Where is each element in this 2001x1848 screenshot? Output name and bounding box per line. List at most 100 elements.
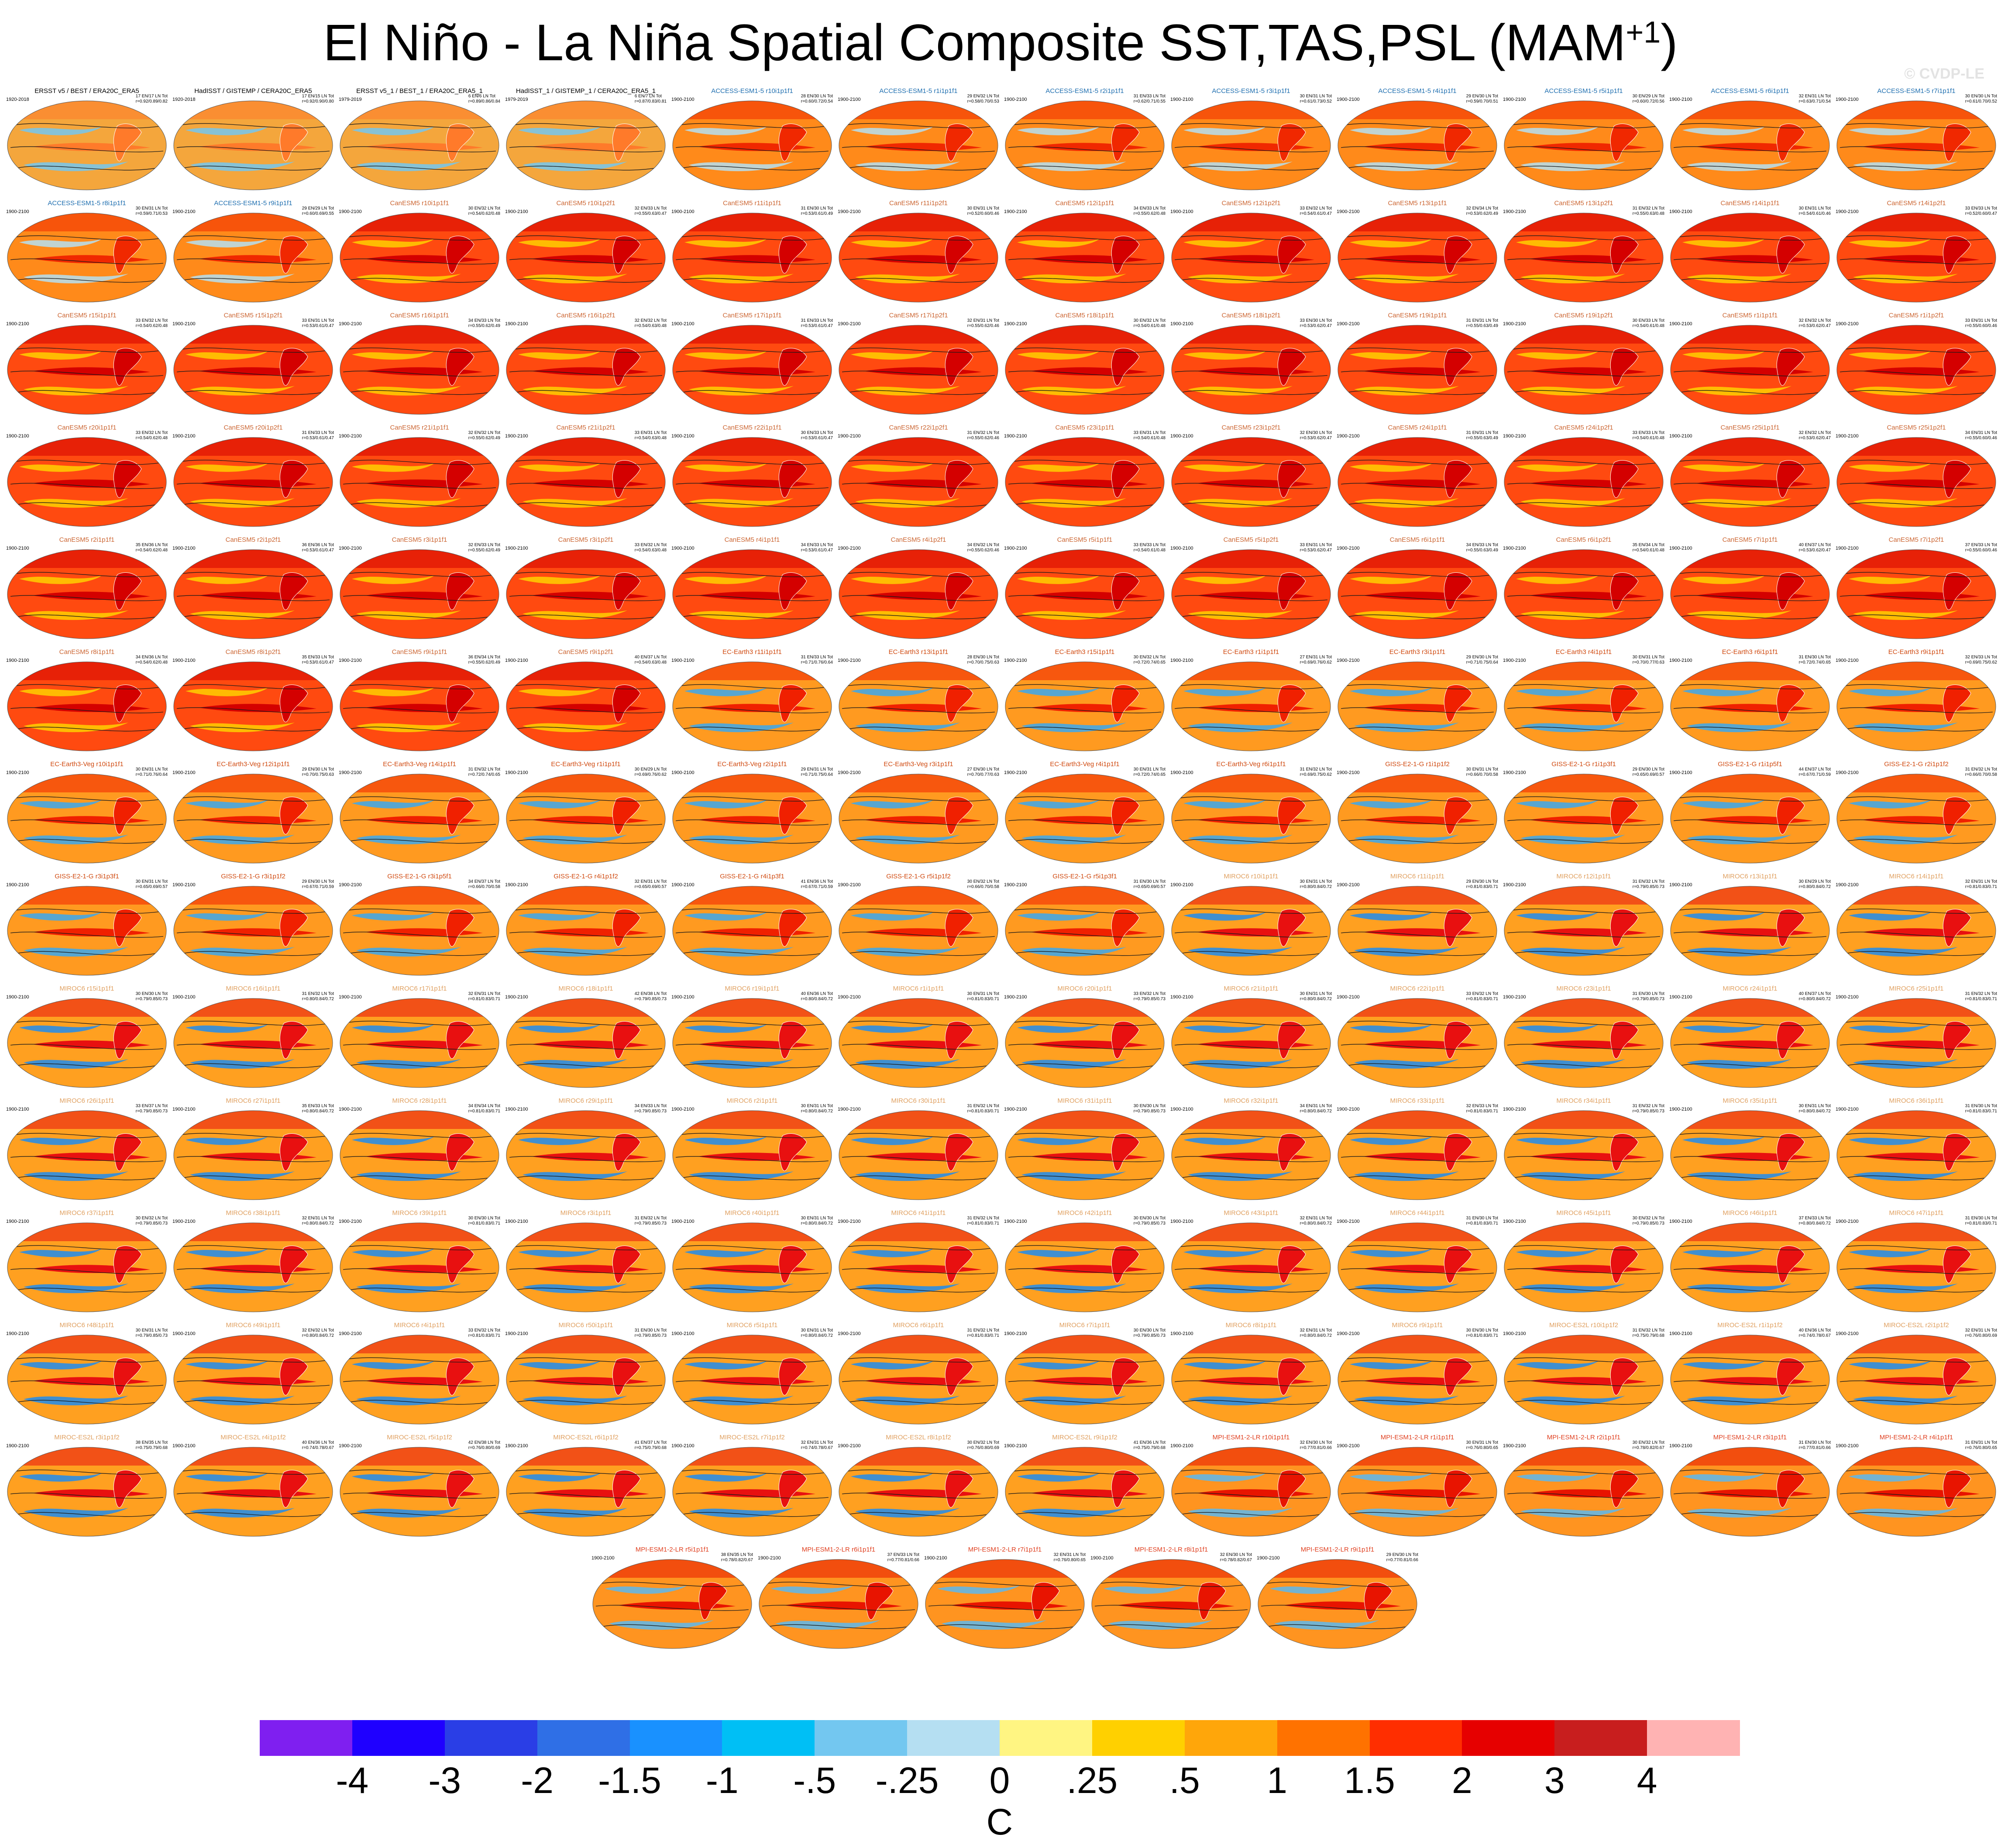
psl-contour [1673, 235, 1827, 241]
south-pacific-anomaly [24, 610, 128, 620]
panel-event-count: 29 EN/30 LN Tot r=0.65/0.69/0.57 [1632, 767, 1664, 777]
north-pacific-anomaly [684, 912, 767, 921]
map-svg [1670, 1447, 1830, 1537]
north-pacific-anomaly [684, 239, 767, 248]
arctic-warming [1504, 774, 1663, 792]
map-border [1337, 325, 1497, 415]
map-svg [1171, 325, 1331, 415]
psl-contour [1673, 684, 1827, 689]
psl-contour [343, 502, 496, 507]
psl-contour [1507, 707, 1661, 713]
arctic-warming [1671, 550, 1829, 568]
map-svg [1670, 437, 1830, 527]
map-panel: EC-Earth3 r4i1p1f1 1900-2100 30 EN/31 LN T… [1503, 648, 1664, 753]
panel-years: 1900-2100 [505, 882, 528, 888]
map-svg [1504, 886, 1664, 976]
panel-title: CanESM5 r24i1p2f1 [1554, 424, 1613, 431]
south-pacific-anomaly [190, 498, 295, 508]
panel-title: CanESM5 r7i1p1f1 [1722, 536, 1778, 544]
psl-contour [176, 371, 330, 377]
map-panel: CanESM5 r16i1p2f1 1900-2100 32 EN/32 LN To… [505, 312, 667, 416]
panel-years: 1900-2100 [1170, 882, 1193, 888]
panel-event-count: 33 EN/31 LN Tot r=0.54/0.61/0.48 [1133, 430, 1166, 440]
arctic-warming [1172, 662, 1331, 680]
panel-years: 1900-2100 [1004, 546, 1027, 551]
south-pacific-anomaly [1853, 274, 1958, 284]
map-svg [672, 886, 832, 976]
map-svg [839, 886, 998, 976]
map-svg [1670, 886, 1830, 976]
map-svg [1670, 1222, 1830, 1312]
psl-contour [1673, 572, 1827, 577]
arctic-warming [1837, 213, 1996, 231]
map-border [1337, 213, 1497, 303]
south-pacific-anomaly [190, 162, 295, 172]
panel-years: 1900-2100 [172, 882, 196, 888]
south-pacific-anomaly [356, 947, 461, 957]
colorbar-swatch [907, 1720, 1000, 1756]
panel-years: 1900-2100 [1503, 97, 1526, 102]
psl-contour [10, 258, 164, 265]
south-pacific-anomaly [24, 498, 128, 508]
panel-event-count: 31 EN/33 LN Tot r=0.53/0.61/0.47 [302, 430, 334, 440]
psl-contour [176, 909, 330, 914]
psl-contour [343, 572, 496, 577]
arctic-warming [1504, 1335, 1663, 1353]
map-svg [1504, 549, 1664, 639]
panel-title: ACCESS-ESM1-5 r2i1p1f1 [1045, 87, 1124, 95]
arctic-warming [340, 886, 499, 905]
arctic-warming [1671, 998, 1829, 1017]
map-panel: ACCESS-ESM1-5 r3i1p1f1 1900-2100 30 EN/31 … [1170, 87, 1332, 192]
south-pacific-anomaly [24, 162, 128, 172]
map-panel: CanESM5 r21i1p1f1 1900-2100 32 EN/32 LN To… [339, 424, 500, 529]
psl-contour [1341, 909, 1494, 914]
arctic-warming [340, 213, 499, 231]
map-panel: CanESM5 r6i1p1f1 1900-2100 34 EN/33 LN Tot… [1337, 536, 1498, 641]
arctic-warming [673, 101, 832, 119]
map-border [1005, 100, 1165, 190]
south-pacific-anomaly [523, 723, 627, 733]
psl-contour [1507, 614, 1661, 619]
psl-contour [343, 390, 496, 395]
panel-title: EC-Earth3-Veg r12i1p1f1 [217, 761, 290, 768]
panel-title: CanESM5 r21i1p2f1 [556, 424, 615, 431]
map-panel: EC-Earth3 r11i1p1f1 1900-2100 31 EN/33 LN … [671, 648, 833, 753]
arctic-warming [506, 998, 665, 1017]
panel-years: 1900-2100 [339, 882, 362, 888]
map-panel: ACCESS-ESM1-5 r8i1p1f1 1900-2100 30 EN/31 … [6, 200, 168, 304]
psl-contour [1008, 502, 1162, 507]
north-pacific-anomaly [1516, 800, 1599, 809]
south-pacific-anomaly [523, 274, 627, 284]
arctic-warming [1338, 1335, 1497, 1353]
panel-years: 1900-2100 [172, 209, 196, 214]
south-pacific-anomaly [1687, 274, 1791, 284]
map-panel: CanESM5 r13i1p1f1 1900-2100 32 EN/34 LN To… [1337, 200, 1498, 304]
panel-title: CanESM5 r24i1p1f1 [1388, 424, 1447, 431]
panel-title: GISS-E2-1-G r5i1p3f1 [1052, 873, 1117, 880]
psl-contour [343, 614, 496, 619]
panel-title: CanESM5 r12i1p1f1 [1055, 200, 1114, 207]
map-border [506, 437, 666, 527]
psl-contour [1839, 707, 1993, 713]
arctic-warming [1504, 886, 1663, 905]
map-panel: MIROC6 r10i1p1f1 1900-2100 30 EN/31 LN Tot… [1170, 873, 1332, 977]
panel-event-count: 33 EN/31 LN Tot r=0.53/0.61/0.47 [302, 318, 334, 328]
arctic-warming [1671, 325, 1829, 344]
map-border [506, 774, 666, 864]
map-svg [839, 774, 998, 864]
map-panel: MIROC6 r36i1p1f1 1900-2100 31 EN/30 LN Tot… [1836, 1097, 1997, 1202]
psl-contour [1174, 390, 1328, 395]
arctic-warming [7, 101, 166, 119]
map-panel: EC-Earth3 r3i1p1f1 1900-2100 29 EN/30 LN T… [1337, 648, 1498, 753]
map-panel: ERSST v5 / BEST / ERA20C_ERA5 1920-2018 17… [6, 87, 168, 192]
psl-contour [1008, 796, 1162, 802]
psl-contour [10, 390, 164, 395]
map-svg [506, 1222, 666, 1312]
psl-contour [1507, 796, 1661, 802]
map-svg [7, 213, 167, 303]
map-panel: CanESM5 r8i1p2f1 1900-2100 35 EN/33 LN Tot… [172, 648, 334, 753]
panel-years: 1900-2100 [1836, 97, 1859, 102]
map-svg [1836, 549, 1996, 639]
psl-contour [343, 819, 496, 826]
arctic-warming [174, 213, 333, 231]
